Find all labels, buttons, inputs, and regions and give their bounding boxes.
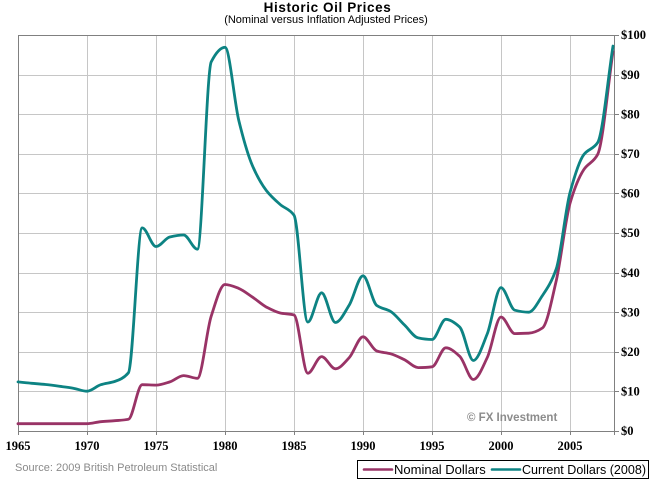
- svg-text:© FX Investment: © FX Investment: [467, 412, 557, 424]
- svg-text:2000: 2000: [489, 439, 514, 453]
- svg-text:$90: $90: [621, 68, 640, 82]
- svg-text:1980: 1980: [213, 439, 238, 453]
- svg-text:Current Dollars (2008): Current Dollars (2008): [522, 462, 646, 477]
- svg-text:$0: $0: [621, 424, 634, 438]
- svg-text:$10: $10: [621, 385, 640, 399]
- svg-text:1965: 1965: [6, 439, 31, 453]
- svg-text:$80: $80: [621, 107, 640, 121]
- svg-text:$100: $100: [621, 28, 646, 42]
- svg-text:1995: 1995: [420, 439, 445, 453]
- svg-text:1985: 1985: [282, 439, 307, 453]
- svg-text:$30: $30: [621, 305, 640, 319]
- svg-text:1990: 1990: [351, 439, 376, 453]
- svg-text:1975: 1975: [144, 439, 169, 453]
- svg-text:$70: $70: [621, 147, 640, 161]
- svg-text:1970: 1970: [75, 439, 100, 453]
- svg-text:Nominal Dollars: Nominal Dollars: [394, 462, 486, 477]
- svg-text:2005: 2005: [558, 439, 583, 453]
- svg-text:$40: $40: [621, 266, 640, 280]
- svg-text:$60: $60: [621, 187, 640, 201]
- svg-text:$20: $20: [621, 345, 640, 359]
- svg-text:$50: $50: [621, 226, 640, 240]
